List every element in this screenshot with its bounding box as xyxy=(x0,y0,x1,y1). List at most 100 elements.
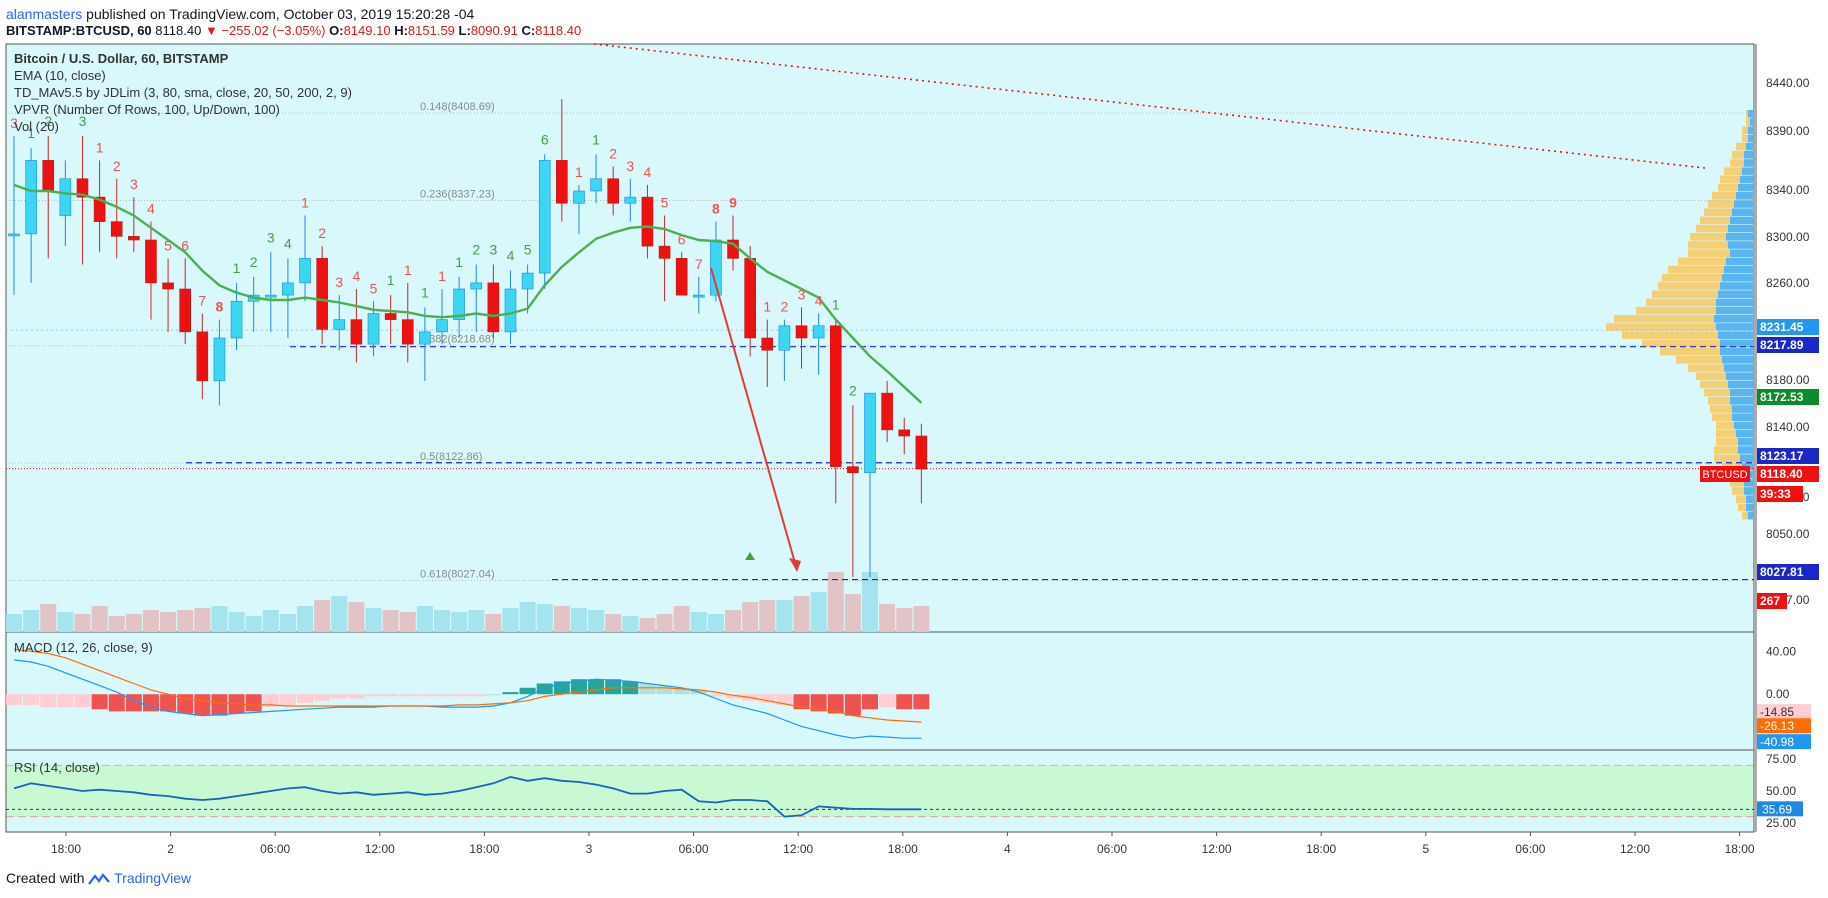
td-count-label: 5 xyxy=(164,237,172,253)
price-label-box xyxy=(1757,593,1787,609)
chart-canvas[interactable]: 0.148(8408.69) 0.236(8337.23) 0.382(8218.6… xyxy=(0,43,1828,868)
time-tick-label: 12:00 xyxy=(1202,842,1232,856)
candle-body xyxy=(607,178,620,204)
price-label-box xyxy=(1757,486,1803,502)
tradingview-logo-icon xyxy=(88,873,111,885)
volume-bar xyxy=(142,610,159,632)
volume-bar xyxy=(399,612,416,632)
macd-histogram-bar xyxy=(844,694,861,716)
volume-bar xyxy=(896,608,913,632)
low-label: L: xyxy=(458,23,471,38)
td-count-label: 1 xyxy=(96,139,104,155)
rsi-band xyxy=(6,765,1754,817)
td-count-label: 4 xyxy=(815,293,823,309)
candle-body xyxy=(282,282,294,296)
macd-histogram-bar xyxy=(365,694,382,697)
vpvr-up-bar xyxy=(1714,315,1754,323)
vpvr-up-bar xyxy=(1738,438,1754,446)
candle-body xyxy=(658,245,671,259)
vpvr-down-bar xyxy=(1712,192,1736,200)
vpvr-down-bar xyxy=(1716,438,1738,446)
td-count-label: 2 xyxy=(472,242,480,258)
buy-marker-icon xyxy=(745,552,755,560)
td-count-label: 1 xyxy=(387,272,395,288)
macd-histogram-bar xyxy=(279,694,296,705)
candle-body xyxy=(436,319,448,333)
td-count-label: 1 xyxy=(592,131,600,147)
macd-histogram-bar xyxy=(519,687,536,695)
fib-level-label: 0.236(8337.23) xyxy=(420,189,495,201)
candle-body xyxy=(573,190,585,204)
vpvr-down-bar xyxy=(1688,249,1730,257)
volume-bar xyxy=(553,606,570,632)
vpvr-up-bar xyxy=(1718,331,1754,339)
macd-histogram-bar xyxy=(399,694,416,697)
macd-histogram-bar xyxy=(23,694,40,705)
candle-body xyxy=(864,392,876,474)
price-change: ▼ −255.02 (−3.05%) xyxy=(204,23,326,38)
volume-bar xyxy=(485,614,502,632)
macd-histogram-bar xyxy=(913,694,930,710)
td-count-label: 1 xyxy=(233,260,241,276)
candle-body xyxy=(179,288,191,333)
candle-body xyxy=(624,196,637,204)
vpvr-down-bar xyxy=(1688,241,1728,249)
candle-body xyxy=(795,325,808,339)
td-count-label: 1 xyxy=(301,195,309,211)
volume-bar xyxy=(348,602,365,632)
vpvr-down-bar xyxy=(1658,282,1720,290)
td-count-label: 2 xyxy=(609,146,617,162)
vpvr-down-bar xyxy=(1696,372,1726,380)
vpvr-up-bar xyxy=(1716,298,1754,307)
price-tick-label: 8140.00 xyxy=(1766,420,1810,434)
time-tick-label: 06:00 xyxy=(260,842,290,856)
legend-item: Vol (20) xyxy=(14,119,59,134)
volume-bar xyxy=(673,606,690,632)
volume-bar xyxy=(725,610,742,632)
candle-body xyxy=(521,272,534,290)
td-count-label: 2 xyxy=(781,299,789,315)
macd-histogram-bar xyxy=(827,694,844,714)
price-tick-label: 8440.00 xyxy=(1766,76,1810,90)
vpvr-down-bar xyxy=(1742,134,1748,143)
macd-histogram-bar xyxy=(707,694,724,697)
td-count-label: 4 xyxy=(507,248,515,264)
td-count-label: 1 xyxy=(832,297,840,313)
macd-histogram-bar xyxy=(74,694,91,708)
candle-body xyxy=(812,325,825,339)
td-count-label: 3 xyxy=(10,115,18,131)
candle-body xyxy=(744,258,756,339)
vpvr-down-bar xyxy=(1690,233,1726,241)
time-tick-label: 12:00 xyxy=(1620,842,1650,856)
vpvr-up-bar xyxy=(1750,118,1754,126)
author-link[interactable]: alanmasters xyxy=(6,6,83,22)
candle-body xyxy=(590,178,602,192)
tradingview-link[interactable]: TradingView xyxy=(114,870,192,886)
open-label: O: xyxy=(329,23,344,38)
volume-bar xyxy=(862,572,878,632)
vpvr-down-bar xyxy=(1746,110,1748,118)
vpvr-down-bar xyxy=(1732,487,1744,495)
vpvr-down-bar xyxy=(1716,421,1734,430)
vpvr-up-bar xyxy=(1746,142,1754,151)
vpvr-down-bar xyxy=(1700,380,1728,389)
td-count-label: 5 xyxy=(524,242,532,258)
macd-histogram-bar xyxy=(6,694,22,705)
volume-bar xyxy=(365,608,382,632)
candle-body xyxy=(847,466,859,474)
volume-bar xyxy=(6,614,22,632)
time-tick-label: 3 xyxy=(586,842,593,856)
candle-body xyxy=(316,258,328,330)
time-tick-label: 06:00 xyxy=(1097,842,1127,856)
vpvr-down-bar xyxy=(1708,200,1734,208)
vpvr-up-bar xyxy=(1730,397,1754,405)
rsi-legend: RSI (14, close) xyxy=(14,760,100,775)
candle-body xyxy=(110,221,123,237)
vpvr-up-bar xyxy=(1748,126,1754,134)
time-tick-label: 18:00 xyxy=(469,842,499,856)
volume-bar xyxy=(776,600,793,632)
rsi-tick-label: 75.00 xyxy=(1766,752,1796,766)
price-label-box xyxy=(1757,466,1819,482)
candle-body xyxy=(641,196,654,247)
macd-value-box xyxy=(1757,704,1811,720)
